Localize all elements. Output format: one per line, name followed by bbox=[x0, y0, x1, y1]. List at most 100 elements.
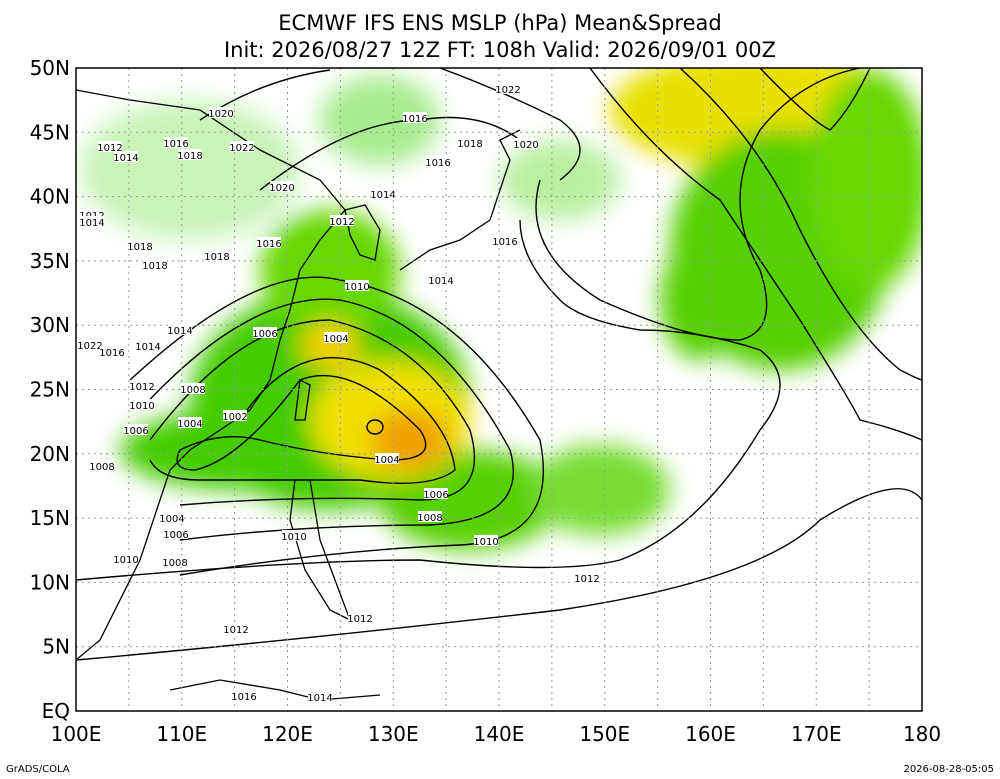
contour-label: 1004 bbox=[323, 334, 348, 345]
lat-label: 25N bbox=[30, 378, 70, 402]
lon-label: 140E bbox=[474, 722, 525, 746]
contour-label: 1014 bbox=[428, 276, 453, 287]
map-area bbox=[76, 68, 922, 711]
contour-label-bg bbox=[493, 235, 517, 246]
contour-label: 1022 bbox=[495, 85, 520, 96]
contour-label: 1014 bbox=[113, 153, 138, 164]
lon-label: 100E bbox=[51, 722, 102, 746]
contour-label-bg bbox=[80, 209, 104, 220]
contour-label: 1018 bbox=[127, 242, 152, 253]
lat-label: 45N bbox=[30, 120, 70, 144]
contour-label-bg bbox=[270, 181, 294, 192]
lon-label: 180 bbox=[903, 722, 941, 746]
contour-label: 1020 bbox=[208, 109, 233, 120]
contour-label-bg bbox=[128, 240, 152, 251]
contour-label-bg bbox=[168, 324, 192, 335]
contour-label: 1010 bbox=[113, 555, 138, 566]
contour-label-bg bbox=[230, 141, 254, 152]
contour-label-bg bbox=[136, 340, 160, 351]
contour-label-bg bbox=[209, 107, 233, 118]
contour-label: 1012 bbox=[223, 625, 248, 636]
contour-label: 1018 bbox=[204, 252, 229, 263]
contour-label: 1008 bbox=[180, 385, 205, 396]
contour-label: 1010 bbox=[344, 282, 369, 293]
contour-label: 1012 bbox=[329, 217, 354, 228]
lat-label: 40N bbox=[30, 185, 70, 209]
contour-label-bg bbox=[163, 556, 187, 567]
contour-label-bg bbox=[308, 691, 332, 702]
contour-label-bg bbox=[345, 280, 369, 291]
contour-label: 1010 bbox=[281, 532, 306, 543]
contour-label-bg bbox=[124, 424, 148, 435]
contour-label-bg bbox=[181, 383, 205, 394]
contour-label: 1010 bbox=[473, 537, 498, 548]
contour-label-bg bbox=[130, 380, 154, 391]
contour-label: 1016 bbox=[231, 692, 256, 703]
contour-label-bg bbox=[90, 460, 114, 471]
contour-label: 1006 bbox=[252, 329, 277, 340]
lon-label: 130E bbox=[368, 722, 419, 746]
contour-label-bg bbox=[324, 332, 348, 343]
contour-label-bg bbox=[232, 690, 256, 701]
contour-label: 1018 bbox=[142, 261, 167, 272]
footer-left: GrADS/COLA bbox=[6, 764, 70, 775]
subtitle: Init: 2026/08/27 12Z FT: 108h Valid: 202… bbox=[224, 38, 776, 62]
contour-label-bg bbox=[178, 149, 202, 160]
contour-label: 1014 bbox=[167, 326, 192, 337]
contour-label-bg bbox=[418, 511, 442, 522]
contour-label: 1012 bbox=[347, 614, 372, 625]
lat-label: EQ bbox=[42, 699, 70, 723]
contour-label-bg bbox=[100, 346, 124, 357]
contour-label: 1006 bbox=[423, 490, 448, 501]
contour-label-bg bbox=[178, 417, 202, 428]
contour-label: 1004 bbox=[374, 455, 399, 466]
contour-label-bg bbox=[143, 259, 167, 270]
lat-label: 10N bbox=[30, 570, 70, 594]
lon-label: 160E bbox=[685, 722, 736, 746]
contour-label-bg bbox=[330, 215, 354, 226]
contour-label: 1008 bbox=[417, 513, 442, 524]
contour-label: 1004 bbox=[177, 419, 202, 430]
contour-label: 1014 bbox=[370, 190, 395, 201]
contour-label-bg bbox=[403, 112, 427, 123]
contour-label-bg bbox=[426, 156, 450, 167]
graticule bbox=[76, 68, 922, 711]
lon-label: 150E bbox=[579, 722, 630, 746]
contour-label: 1012 bbox=[97, 143, 122, 154]
contour-label: 1010 bbox=[129, 401, 154, 412]
contour-label-bg bbox=[98, 141, 122, 152]
contour-label: 1022 bbox=[77, 341, 102, 352]
contour-label-bg bbox=[160, 512, 184, 523]
contour-label-bg bbox=[514, 138, 538, 149]
lat-label: 15N bbox=[30, 506, 70, 530]
contour-label: 1002 bbox=[222, 412, 247, 423]
contour-label: 1014 bbox=[307, 693, 332, 704]
contour-label: 1020 bbox=[269, 183, 294, 194]
contour-label: 1016 bbox=[163, 139, 188, 150]
contour-label-bg bbox=[78, 339, 102, 350]
contour-label-bg bbox=[575, 572, 599, 583]
contour-label: 1006 bbox=[163, 530, 188, 541]
contour-label: 1016 bbox=[425, 158, 450, 169]
contour-label-bg bbox=[371, 188, 395, 199]
contour-label-bg bbox=[223, 410, 247, 421]
contour-label: 1016 bbox=[402, 114, 427, 125]
contour-label-bg bbox=[253, 327, 277, 338]
contour-label-bg bbox=[458, 137, 482, 148]
contour-label: 1008 bbox=[162, 558, 187, 569]
contour-label-bg bbox=[224, 623, 248, 634]
lat-label: 5N bbox=[42, 635, 70, 659]
contour-label: 1022 bbox=[229, 143, 254, 154]
contour-label: 1008 bbox=[89, 462, 114, 473]
contour-label-bg bbox=[80, 216, 104, 227]
contour-label-bg bbox=[164, 137, 188, 148]
lon-label: 120E bbox=[262, 722, 313, 746]
title: ECMWF IFS ENS MSLP (hPa) Mean&Spread bbox=[278, 11, 721, 35]
lon-label: 170E bbox=[791, 722, 842, 746]
lat-label: 20N bbox=[30, 442, 70, 466]
contour-label: 1012 bbox=[574, 574, 599, 585]
contour-label-bg bbox=[474, 535, 498, 546]
